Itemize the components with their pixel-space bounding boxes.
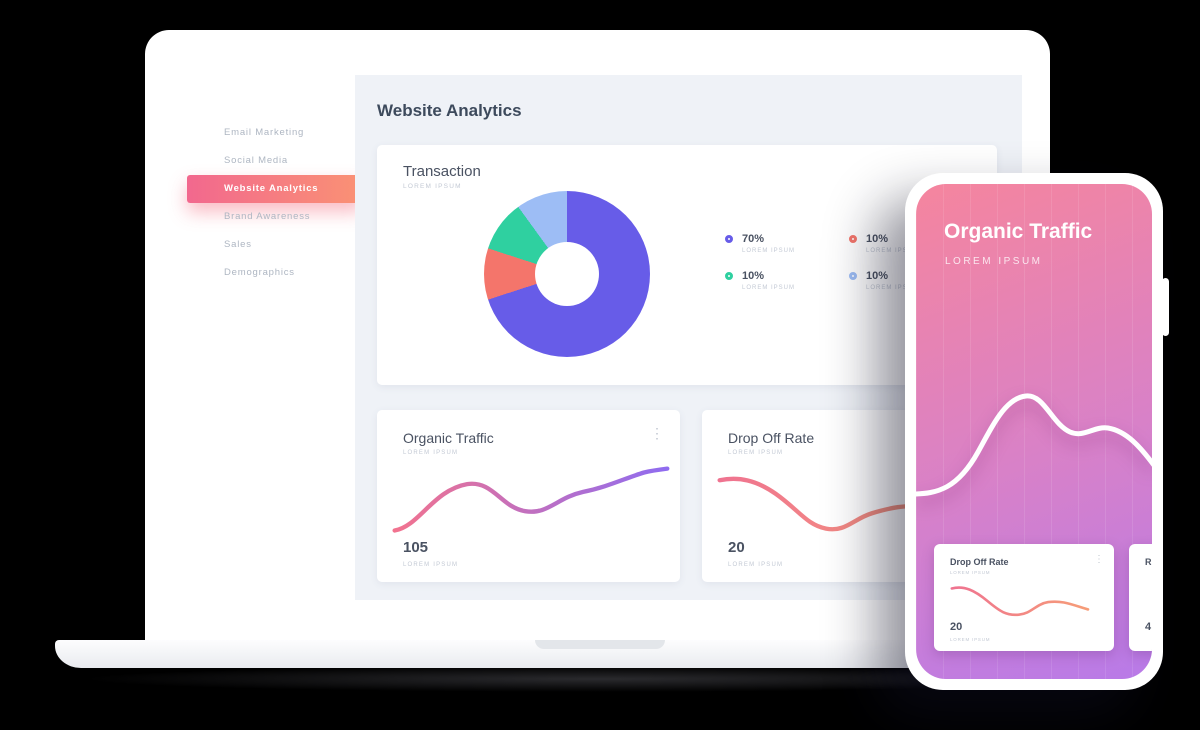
phone-dropoff-value-label: LOREM IPSUM (950, 637, 991, 642)
ring-icon (725, 272, 733, 280)
sidebar-item-demographics[interactable]: Demographics (224, 267, 295, 278)
legend-percent: 10% (742, 270, 765, 282)
sidebar-item-brand-awareness[interactable]: Brand Awareness (224, 211, 311, 222)
dropoff-card-title: Drop Off Rate (728, 430, 815, 446)
legend-label: LOREM IPSUM (866, 248, 920, 254)
phone-drop-off-line-chart (950, 586, 1090, 617)
phone-partial-card: R 4 (1129, 544, 1152, 651)
organic-card-subtitle: LOREM IPSUM (403, 450, 459, 456)
phone-screen: Organic Traffic LOREM IPSUM Drop Off Rat… (916, 184, 1152, 679)
transaction-donut-chart (484, 191, 650, 357)
legend-label: LOREM IPSUM (742, 248, 796, 254)
donut-hole (535, 242, 599, 306)
legend-item: 10% LOREM IPSUM (849, 233, 973, 254)
sidebar-item-social-media[interactable]: Social Media (224, 155, 288, 166)
ring-icon (849, 272, 857, 280)
sidebar-item-website-analytics[interactable]: Website Analytics (187, 175, 363, 203)
legend-percent: 10% (866, 270, 889, 282)
organic-card-value-label: LOREM IPSUM (403, 562, 459, 568)
dropoff-card-subtitle: LOREM IPSUM (728, 450, 784, 456)
transaction-card-title: Transaction (403, 163, 481, 180)
sidebar-item-email-marketing[interactable]: Email Marketing (224, 127, 305, 138)
organic-traffic-card: Organic Traffic LOREM IPSUM ⋮ 105 LOREM … (377, 410, 680, 582)
transaction-card: Transaction LOREM IPSUM 70% LOREM IPSUM (377, 145, 997, 385)
page-title: Website Analytics (377, 101, 522, 120)
legend-item: 10% LOREM IPSUM (725, 270, 849, 291)
legend-label: LOREM IPSUM (742, 285, 796, 291)
phone-drop-off-card: Drop Off Rate LOREM IPSUM ⋮ 20 LOREM IPS… (934, 544, 1114, 651)
laptop-base-notch (535, 640, 665, 649)
phone-mockup: Organic Traffic LOREM IPSUM Drop Off Rat… (905, 173, 1169, 690)
sidebar-item-sales[interactable]: Sales (224, 239, 252, 250)
phone-organic-line-chart (916, 393, 1152, 497)
organic-card-title: Organic Traffic (403, 430, 494, 446)
phone-side-button (1162, 278, 1169, 336)
organic-traffic-line-chart (392, 466, 670, 533)
phone-page-subtitle: LOREM IPSUM (945, 256, 1043, 267)
legend-item: 10% LOREM IPSUM (849, 270, 973, 291)
ring-icon (849, 235, 857, 243)
legend-item: 70% LOREM IPSUM (725, 233, 849, 254)
kebab-menu-icon[interactable]: ⋮ (1094, 554, 1104, 565)
phone-partial-card-value: 4 (1145, 621, 1152, 633)
phone-dropoff-subtitle: LOREM IPSUM (950, 570, 991, 575)
phone-dropoff-value: 20 (950, 621, 963, 633)
dropoff-card-value-label: LOREM IPSUM (728, 562, 784, 568)
sidebar: Email Marketing Social Media Website Ana… (175, 119, 363, 287)
kebab-menu-icon[interactable]: ⋮ (650, 425, 664, 441)
phone-dropoff-title: Drop Off Rate (950, 557, 1009, 567)
ring-icon (725, 235, 733, 243)
phone-page-title: Organic Traffic (944, 220, 1093, 243)
phone-partial-card-title: R (1145, 557, 1152, 567)
organic-card-value: 105 (403, 539, 429, 556)
legend-label: LOREM IPSUM (866, 285, 920, 291)
transaction-card-subtitle: LOREM IPSUM (403, 183, 462, 190)
legend-percent: 70% (742, 233, 765, 245)
donut-legend: 70% LOREM IPSUM 10% LOREM IPSUM (725, 233, 973, 291)
legend-percent: 10% (866, 233, 889, 245)
dropoff-card-value: 20 (728, 539, 745, 556)
